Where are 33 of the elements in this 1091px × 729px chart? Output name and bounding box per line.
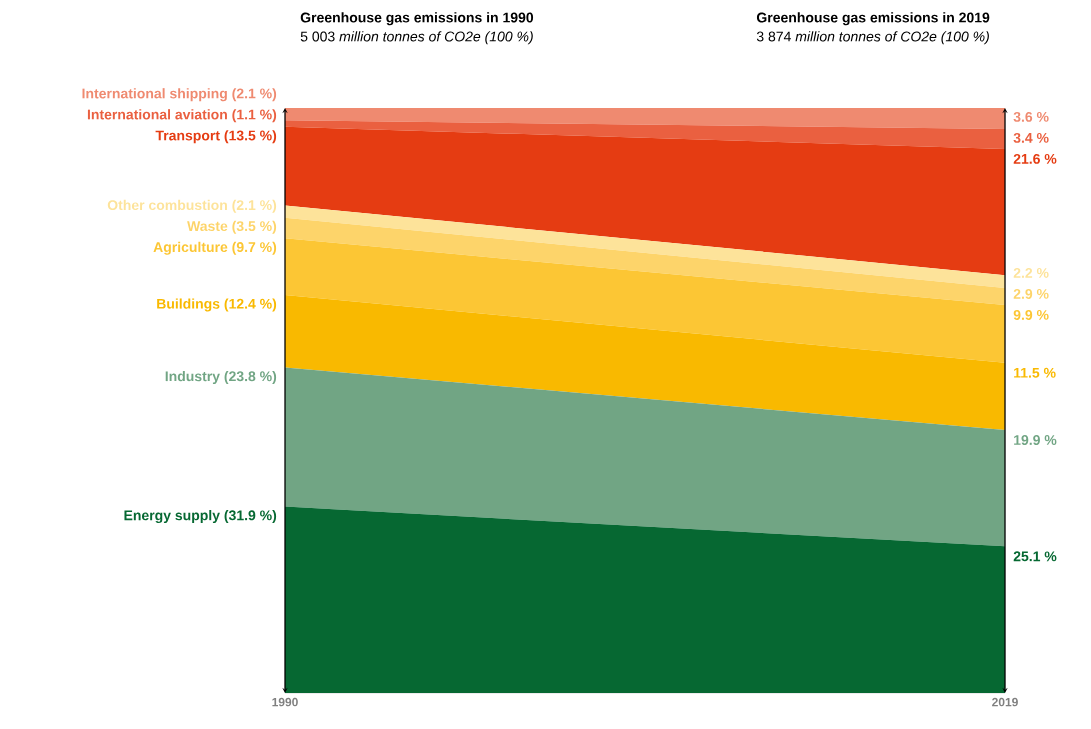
text: Greenhouse gas emissions in 2019 — [756, 12, 990, 26]
data-label: (2.1 %) — [232, 88, 277, 102]
data-label: (31.9 %) — [224, 510, 277, 524]
x-tick-label: 2019 — [992, 697, 1018, 707]
data-label: 2.9 % — [1013, 288, 1049, 299]
data-label: 9.9 % — [1013, 309, 1049, 320]
text: International aviation — [87, 109, 227, 120]
text: Buildings — [157, 298, 220, 312]
data-label: (23.8 %) — [224, 370, 277, 384]
text: International shipping — [82, 88, 227, 102]
data-label: (1.1 %) — [232, 109, 277, 123]
data-label: 11.5 % — [1014, 367, 1056, 378]
data-label: 25.1 % — [1013, 551, 1057, 562]
data-label: 2.2 % — [1013, 267, 1049, 278]
x-tick-label: 1990 — [272, 697, 298, 707]
data-label: (12.4 %) — [224, 298, 277, 312]
data-label: 21.6 % — [1013, 153, 1057, 164]
text: 3 874 million tonnes of CO2e (100 %) — [756, 31, 989, 45]
data-label: (3.5 %) — [232, 220, 277, 234]
text: Energy supply — [124, 510, 220, 524]
data-label: (2.1 %) — [232, 199, 277, 213]
text: Greenhouse gas emissions in 1990 — [300, 12, 534, 26]
data-label: 19.9 % — [1014, 435, 1057, 445]
text: Waste — [187, 221, 228, 232]
text: Industry — [165, 370, 220, 384]
text: Transport — [155, 130, 220, 144]
data-label: (13.5 %) — [224, 130, 277, 144]
text: Other combustion — [107, 199, 227, 211]
text: 5 003 million tonnes of CO2e (100 %) — [300, 31, 533, 45]
text: Agriculture — [153, 241, 228, 255]
data-label: 3.4 % — [1013, 132, 1049, 143]
data-label: (9.7 %) — [232, 241, 277, 255]
data-label: 3.6 % — [1013, 111, 1049, 122]
